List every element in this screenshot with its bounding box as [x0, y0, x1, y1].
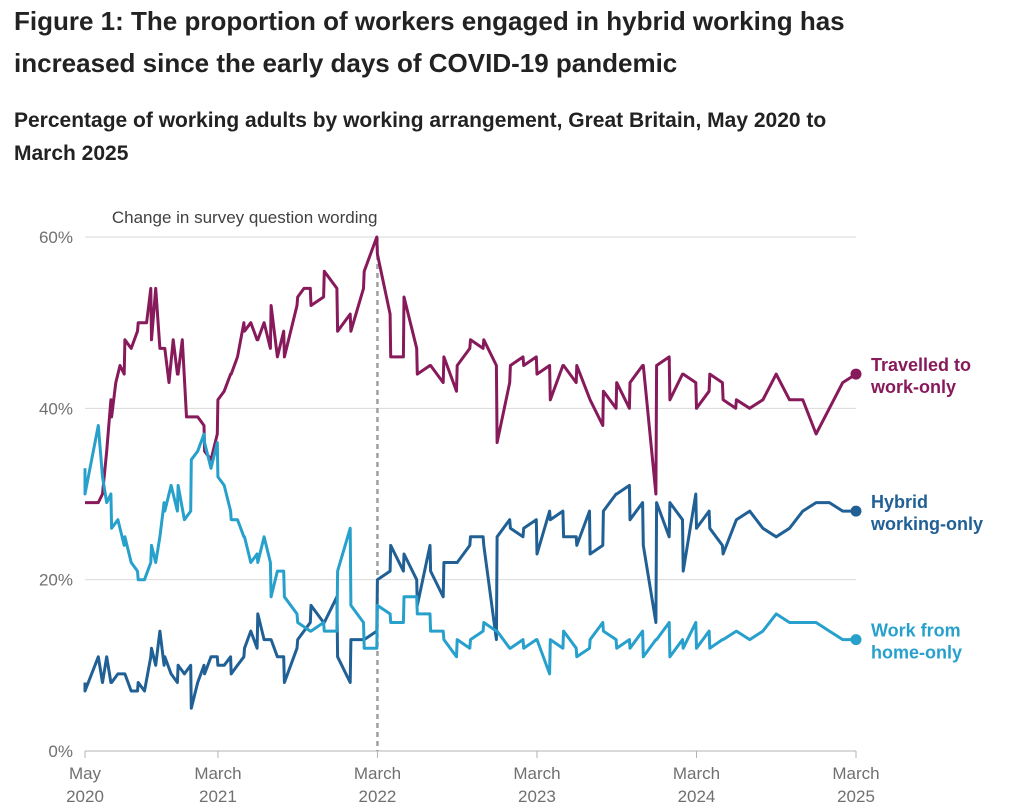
series-label: Hybrid — [871, 492, 928, 512]
series-label: work-only — [870, 377, 956, 397]
series-end-marker — [850, 634, 862, 646]
y-tick-label: 40% — [39, 399, 73, 418]
annotation-text: Change in survey question wording — [112, 208, 378, 227]
series-label: home-only — [871, 643, 962, 663]
x-tick-label-line2: 2025 — [837, 787, 875, 806]
y-tick-label: 20% — [39, 571, 73, 590]
figure-title: Figure 1: The proportion of workers enga… — [14, 6, 845, 78]
x-tick-label-line1: May — [69, 764, 102, 783]
y-tick-label: 0% — [48, 742, 73, 761]
y-tick-label: 60% — [39, 228, 73, 247]
series-lines — [83, 235, 862, 710]
x-tick-label-line1: March — [513, 764, 560, 783]
series-label: Travelled to — [871, 355, 971, 375]
x-tick-label-line1: March — [673, 764, 720, 783]
figure-subtitle: Percentage of working adults by working … — [14, 109, 827, 165]
series-label: working-only — [870, 514, 983, 534]
series-line — [85, 235, 857, 505]
x-tick-label-line1: March — [194, 764, 241, 783]
x-tick-label-line2: 2024 — [678, 787, 716, 806]
annotation: Change in survey question wording — [112, 208, 379, 751]
series-line — [83, 424, 856, 676]
series-end-marker — [850, 368, 862, 380]
series-line — [83, 483, 856, 710]
x-tick-label-line2: 2022 — [359, 787, 397, 806]
x-tick-label-line1: March — [354, 764, 401, 783]
axes: 0% 20% 40% 60% May 2020 March 2021 March 2022 Marc… — [39, 228, 880, 806]
x-tick-label-line2: 2023 — [518, 787, 556, 806]
x-tick-label-line1: March — [832, 764, 879, 783]
x-tick-label-line2: 2021 — [199, 787, 237, 806]
x-tick-label-line2: 2020 — [66, 787, 104, 806]
grid-lines — [85, 236, 856, 752]
series-end-marker — [850, 505, 862, 517]
series-label: Work from — [871, 621, 961, 641]
